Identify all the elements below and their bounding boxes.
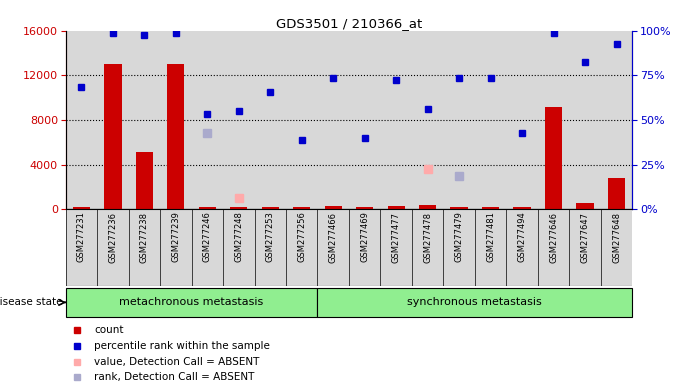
Bar (475, 209, 507, 286)
Bar (135, 152, 153, 209)
Text: GSM277466: GSM277466 (329, 212, 338, 263)
Bar (230, 207, 247, 209)
Bar (412, 209, 444, 286)
Bar (538, 209, 569, 286)
Bar (576, 203, 594, 209)
Bar (513, 207, 531, 209)
Bar (160, 31, 191, 209)
Text: GSM277481: GSM277481 (486, 212, 495, 262)
Bar (381, 31, 412, 209)
Bar (608, 178, 625, 209)
Text: GSM277477: GSM277477 (392, 212, 401, 263)
Bar (349, 31, 381, 209)
Text: GSM277253: GSM277253 (266, 212, 275, 262)
Bar (198, 207, 216, 209)
Text: rank, Detection Call = ABSENT: rank, Detection Call = ABSENT (94, 372, 254, 382)
Bar (293, 207, 310, 209)
Bar (254, 209, 286, 286)
Bar (381, 209, 412, 286)
Text: GSM277239: GSM277239 (171, 212, 180, 262)
Bar (97, 209, 129, 286)
Bar (129, 209, 160, 286)
Text: GSM277248: GSM277248 (234, 212, 243, 262)
Bar (262, 207, 279, 209)
Text: GSM277647: GSM277647 (580, 212, 589, 263)
Bar (66, 288, 317, 317)
Text: GSM277236: GSM277236 (108, 212, 117, 263)
Bar (482, 207, 500, 209)
Bar (254, 31, 286, 209)
Bar (317, 288, 632, 317)
Text: count: count (94, 326, 124, 336)
Text: GSM277231: GSM277231 (77, 212, 86, 262)
Bar (349, 209, 381, 286)
Bar (223, 31, 254, 209)
Bar (317, 31, 349, 209)
Bar (412, 31, 444, 209)
Text: GSM277238: GSM277238 (140, 212, 149, 263)
Text: GSM277494: GSM277494 (518, 212, 527, 262)
Bar (507, 31, 538, 209)
Bar (286, 31, 317, 209)
Bar (97, 31, 129, 209)
Text: synchronous metastasis: synchronous metastasis (408, 297, 542, 308)
Text: GSM277648: GSM277648 (612, 212, 621, 263)
Bar (451, 207, 468, 209)
Bar (129, 31, 160, 209)
Bar (104, 64, 122, 209)
Bar (356, 207, 373, 209)
Text: percentile rank within the sample: percentile rank within the sample (94, 341, 270, 351)
Bar (317, 209, 349, 286)
Bar (569, 209, 600, 286)
Bar (191, 31, 223, 209)
Bar (545, 107, 562, 209)
Text: value, Detection Call = ABSENT: value, Detection Call = ABSENT (94, 357, 259, 367)
Text: GSM277256: GSM277256 (297, 212, 306, 262)
Bar (538, 31, 569, 209)
Bar (419, 205, 436, 209)
Bar (286, 209, 317, 286)
Text: disease state: disease state (0, 297, 62, 308)
Bar (160, 209, 191, 286)
Text: metachronous metastasis: metachronous metastasis (120, 297, 264, 308)
Text: GSM277478: GSM277478 (423, 212, 432, 263)
Bar (507, 209, 538, 286)
Text: GSM277479: GSM277479 (455, 212, 464, 262)
Bar (66, 31, 97, 209)
Bar (325, 206, 342, 209)
Text: GSM277246: GSM277246 (202, 212, 212, 262)
Bar (600, 31, 632, 209)
Bar (191, 209, 223, 286)
Text: GSM277469: GSM277469 (360, 212, 369, 262)
Bar (444, 209, 475, 286)
Bar (66, 209, 97, 286)
Bar (167, 64, 184, 209)
Bar (223, 209, 254, 286)
Text: GSM277646: GSM277646 (549, 212, 558, 263)
Title: GDS3501 / 210366_at: GDS3501 / 210366_at (276, 17, 422, 30)
Bar (388, 206, 405, 209)
Bar (444, 31, 475, 209)
Bar (73, 207, 90, 209)
Bar (600, 209, 632, 286)
Bar (569, 31, 600, 209)
Bar (475, 31, 507, 209)
